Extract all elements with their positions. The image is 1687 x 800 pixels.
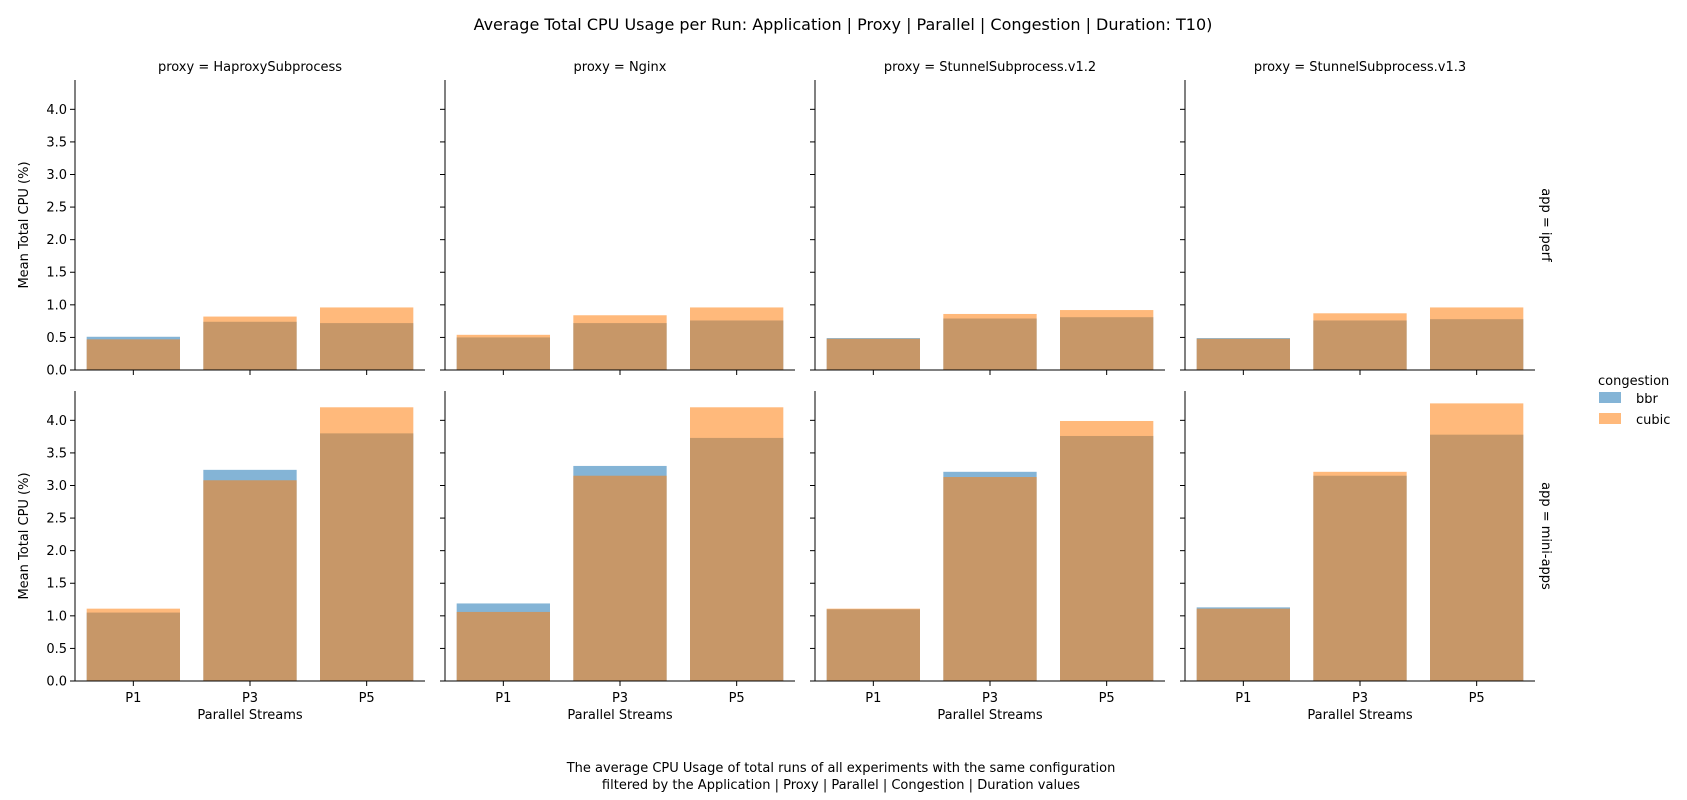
- facet-column-title: proxy = Nginx: [574, 60, 667, 75]
- y-tick-label: 3.5: [46, 135, 67, 150]
- x-tick-label: P1: [1235, 691, 1251, 706]
- bar-cubic-p1: [826, 338, 920, 370]
- bar-cubic-p1: [826, 608, 920, 681]
- x-tick-label: P3: [1352, 691, 1368, 706]
- y-tick-label: 4.0: [46, 414, 67, 429]
- legend: congestion bbr cubic: [1598, 374, 1670, 428]
- bar-cubic-p5: [690, 407, 784, 681]
- y-tick-label: 4.0: [46, 103, 67, 118]
- bar-cubic-p3: [573, 475, 667, 681]
- bar-cubic-p5: [1430, 403, 1524, 681]
- y-tick-label: 2.0: [46, 544, 67, 559]
- bar-cubic-p5: [690, 307, 784, 370]
- y-tick-label: 1.0: [46, 609, 67, 624]
- bar-cubic-p1: [456, 334, 550, 370]
- legend-swatch-cubic: [1599, 413, 1621, 424]
- x-tick-label: P5: [729, 691, 745, 706]
- bar-cubic-p5: [1060, 310, 1154, 370]
- legend-swatch-bbr: [1599, 392, 1621, 403]
- x-axis-label: Parallel Streams: [197, 708, 303, 723]
- y-tick-label: 0.0: [46, 675, 67, 690]
- bar-cubic-p5: [320, 407, 414, 681]
- bar-cubic-p1: [1196, 608, 1290, 681]
- facet-row-title: app = mini-apps: [1538, 482, 1553, 590]
- bar-cubic-p3: [1313, 313, 1407, 370]
- caption-line-1: The average CPU Usage of total runs of a…: [566, 761, 1116, 776]
- x-axis-label: Parallel Streams: [567, 708, 673, 723]
- x-tick-label: P1: [125, 691, 141, 706]
- y-tick-label: 1.5: [46, 577, 67, 592]
- caption-line-2: filtered by the Application | Proxy | Pa…: [602, 778, 1080, 793]
- x-tick-label: P5: [1469, 691, 1485, 706]
- x-tick-label: P3: [242, 691, 258, 706]
- y-tick-label: 0.5: [46, 331, 67, 346]
- y-tick-label: 3.0: [46, 479, 67, 494]
- y-tick-label: 2.5: [46, 201, 67, 216]
- y-tick-label: 3.0: [46, 168, 67, 183]
- bar-cubic-p3: [573, 315, 667, 370]
- bar-cubic-p1: [1196, 338, 1290, 370]
- bar-cubic-p5: [320, 307, 414, 370]
- y-axis-label: Mean Total CPU (%): [17, 472, 32, 599]
- bar-cubic-p1: [86, 608, 180, 681]
- x-tick-label: P3: [612, 691, 628, 706]
- x-tick-label: P5: [359, 691, 375, 706]
- y-tick-label: 2.5: [46, 512, 67, 527]
- facet-row-title: app = iperf: [1538, 188, 1553, 262]
- y-tick-label: 2.0: [46, 233, 67, 248]
- y-tick-label: 1.0: [46, 298, 67, 313]
- y-axis-label: Mean Total CPU (%): [17, 161, 32, 288]
- x-axis-label: Parallel Streams: [1307, 708, 1413, 723]
- y-tick-label: 0.0: [46, 364, 67, 379]
- bar-cubic-p3: [203, 480, 297, 681]
- y-tick-label: 1.5: [46, 266, 67, 281]
- legend-title: congestion: [1598, 374, 1669, 389]
- bar-cubic-p3: [1313, 471, 1407, 681]
- chart-title: Average Total CPU Usage per Run: Applica…: [474, 15, 1213, 34]
- x-tick-label: P1: [865, 691, 881, 706]
- x-axis-label: Parallel Streams: [937, 708, 1043, 723]
- bar-cubic-p3: [943, 477, 1037, 681]
- legend-label-bbr: bbr: [1636, 392, 1659, 407]
- legend-label-cubic: cubic: [1636, 413, 1670, 428]
- bar-cubic-p3: [943, 313, 1037, 370]
- facet-panels: 0.0 0.5 1.0 1.5 2.0 2.5 3.0 3.5 4.0 proxy = Hapro…: [17, 60, 1553, 723]
- bar-cubic-p3: [203, 316, 297, 370]
- x-tick-label: P1: [495, 691, 511, 706]
- x-tick-label: P3: [982, 691, 998, 706]
- bar-cubic-p5: [1430, 307, 1524, 370]
- facet-column-title: proxy = HaproxySubprocess: [158, 60, 342, 75]
- y-tick-label: 3.5: [46, 446, 67, 461]
- x-tick-label: P5: [1099, 691, 1115, 706]
- facet-column-title: proxy = StunnelSubprocess.v1.3: [1254, 60, 1466, 75]
- bar-cubic-p1: [86, 339, 180, 370]
- facet-column-title: proxy = StunnelSubprocess.v1.2: [884, 60, 1096, 75]
- y-tick-label: 0.5: [46, 642, 67, 657]
- bar-cubic-p1: [456, 611, 550, 681]
- bar-cubic-p5: [1060, 420, 1154, 681]
